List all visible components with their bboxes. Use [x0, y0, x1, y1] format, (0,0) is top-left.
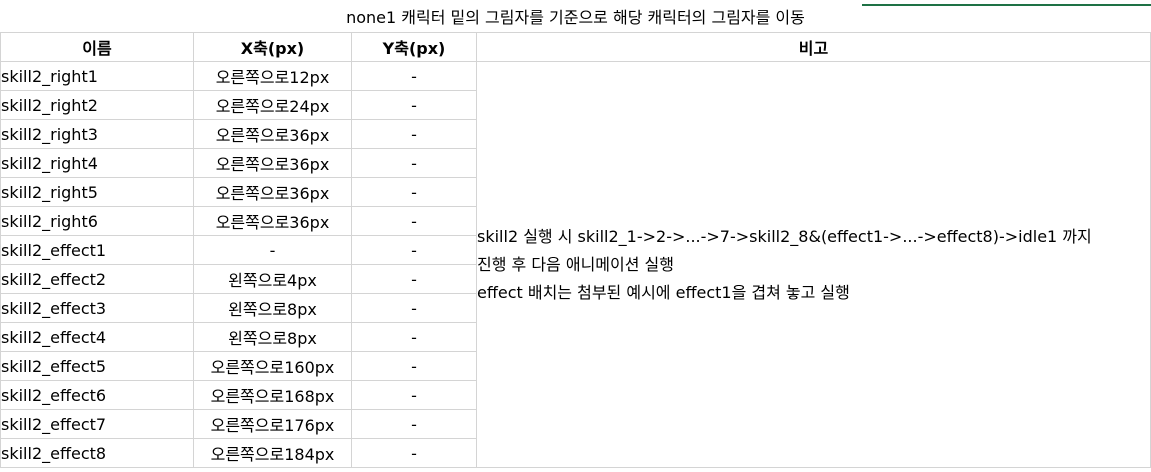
- x-offset-cell[interactable]: 오른쪽으로36px: [193, 206, 352, 236]
- selection-border: [862, 4, 1151, 6]
- header-row: 이름 X축(px) Y축(px) 비고: [0, 32, 1151, 62]
- table-row: skill2_right3 오른쪽으로36px -: [0, 119, 1151, 149]
- note-line: skill2 실행 시 skill2_1->2->...->7->skill2_…: [477, 226, 1092, 246]
- shadow-offset-table: 이름 X축(px) Y축(px) 비고 skill2_right1 오른쪽으로12…: [0, 32, 1151, 468]
- name-cell[interactable]: skill2_effect2: [0, 264, 194, 294]
- note-line: 진행 후 다음 애니메이션 실행: [477, 254, 674, 274]
- y-offset-cell[interactable]: -: [351, 148, 477, 178]
- column-header-note[interactable]: 비고: [476, 32, 1151, 62]
- name-cell[interactable]: skill2_right3: [0, 119, 194, 149]
- table-row: skill2_effect5 오른쪽으로160px -: [0, 351, 1151, 381]
- y-offset-cell[interactable]: -: [351, 119, 477, 149]
- table-row: skill2_effect1- -: [0, 235, 1151, 265]
- table-row: skill2_right2 오른쪽으로24px -: [0, 90, 1151, 120]
- table-row: skill2_effect2 왼쪽으로4px -: [0, 264, 1151, 294]
- x-offset-cell[interactable]: 오른쪽으로184px: [193, 438, 352, 468]
- x-offset-cell[interactable]: 오른쪽으로24px: [193, 90, 352, 120]
- table-row: skill2_effect3 왼쪽으로8px -: [0, 293, 1151, 323]
- y-offset-cell[interactable]: -: [351, 235, 477, 265]
- note-line: effect 배치는 첨부된 예시에 effect1을 겹쳐 놓고 실행: [477, 282, 850, 302]
- y-offset-cell[interactable]: -: [351, 409, 477, 439]
- name-cell[interactable]: skill2_right4: [0, 148, 194, 178]
- y-offset-cell[interactable]: -: [351, 61, 477, 91]
- name-cell[interactable]: skill2_effect1: [0, 235, 194, 265]
- name-cell[interactable]: skill2_effect8: [0, 438, 194, 468]
- x-offset-cell[interactable]: 왼쪽으로8px: [193, 293, 352, 323]
- x-offset-cell[interactable]: 오른쪽으로36px: [193, 148, 352, 178]
- column-header-y[interactable]: Y축(px): [351, 32, 477, 62]
- title-cell[interactable]: none1 캐릭터 밑의 그림자를 기준으로 해당 캐릭터의 그림자를 이동: [0, 4, 1151, 33]
- table-row: skill2_effect4 왼쪽으로8px -: [0, 322, 1151, 352]
- name-cell[interactable]: skill2_effect3: [0, 293, 194, 323]
- name-cell[interactable]: skill2_effect5: [0, 351, 194, 381]
- table-row: skill2_right1 오른쪽으로12px - skill2 실행 시 skill…: [0, 61, 1151, 468]
- table-row: skill2_effect7 오른쪽으로176px -: [0, 409, 1151, 439]
- x-offset-cell[interactable]: 오른쪽으로36px: [193, 177, 352, 207]
- x-offset-cell[interactable]: 오른쪽으로168px: [193, 380, 352, 410]
- x-offset-cell[interactable]: -: [193, 235, 352, 265]
- y-offset-cell[interactable]: -: [351, 322, 477, 352]
- table-row: skill2_right4 오른쪽으로36px -: [0, 148, 1151, 178]
- sheet-title: none1 캐릭터 밑의 그림자를 기준으로 해당 캐릭터의 그림자를 이동: [346, 8, 805, 27]
- name-cell[interactable]: skill2_right1: [0, 61, 194, 91]
- name-cell[interactable]: skill2_effect6: [0, 380, 194, 410]
- x-offset-cell[interactable]: 오른쪽으로160px: [193, 351, 352, 381]
- table-row: skill2_effect8 오른쪽으로184px -: [0, 438, 1151, 468]
- y-offset-cell[interactable]: -: [351, 293, 477, 323]
- name-cell[interactable]: skill2_right5: [0, 177, 194, 207]
- y-offset-cell[interactable]: -: [351, 90, 477, 120]
- column-header-x[interactable]: X축(px): [193, 32, 352, 62]
- table-row: skill2_right5 오른쪽으로36px -: [0, 177, 1151, 207]
- y-offset-cell[interactable]: -: [351, 264, 477, 294]
- column-header-name[interactable]: 이름: [0, 32, 194, 62]
- y-offset-cell[interactable]: -: [351, 177, 477, 207]
- y-offset-cell[interactable]: -: [351, 380, 477, 410]
- table-row: skill2_effect6 오른쪽으로168px -: [0, 380, 1151, 410]
- x-offset-cell[interactable]: 오른쪽으로176px: [193, 409, 352, 439]
- name-cell[interactable]: skill2_effect7: [0, 409, 194, 439]
- x-offset-cell[interactable]: 왼쪽으로8px: [193, 322, 352, 352]
- y-offset-cell[interactable]: -: [351, 438, 477, 468]
- note-cell[interactable]: skill2 실행 시 skill2_1->2->...->7->skill2_…: [476, 61, 1151, 468]
- table-row: skill2_right6 오른쪽으로36px -: [0, 206, 1151, 236]
- name-cell[interactable]: skill2_right6: [0, 206, 194, 236]
- x-offset-cell[interactable]: 왼쪽으로4px: [193, 264, 352, 294]
- y-offset-cell[interactable]: -: [351, 351, 477, 381]
- x-offset-cell[interactable]: 오른쪽으로12px: [193, 61, 352, 91]
- x-offset-cell[interactable]: 오른쪽으로36px: [193, 119, 352, 149]
- name-cell[interactable]: skill2_right2: [0, 90, 194, 120]
- name-cell[interactable]: skill2_effect4: [0, 322, 194, 352]
- y-offset-cell[interactable]: -: [351, 206, 477, 236]
